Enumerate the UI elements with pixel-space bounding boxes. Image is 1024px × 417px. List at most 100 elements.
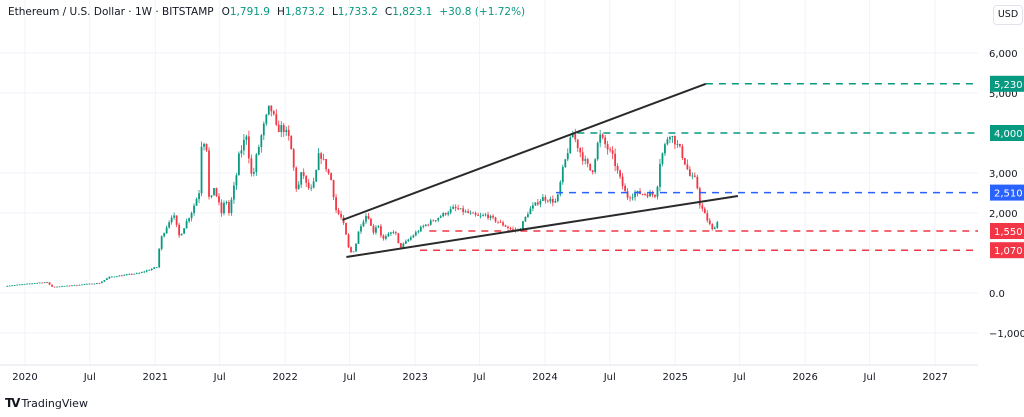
candle-body: [624, 185, 626, 192]
candle-body: [257, 146, 260, 155]
candle-body: [208, 150, 210, 197]
candle-body: [56, 286, 58, 288]
candle-body: [434, 220, 437, 221]
candle-body: [61, 286, 63, 287]
candle-body: [158, 248, 161, 268]
candle-body: [484, 214, 487, 216]
candle-body: [160, 236, 163, 249]
candle-body: [165, 227, 168, 234]
candle-body: [240, 150, 243, 154]
candle-body: [340, 213, 342, 218]
candle-body: [576, 139, 579, 148]
candle-body: [238, 153, 240, 176]
candle-body: [641, 194, 644, 195]
tradingview-logo[interactable]: 𝗧𝗩 TradingView: [5, 396, 88, 410]
candle-body: [472, 212, 475, 214]
candle-body: [210, 195, 213, 197]
candle-body: [447, 212, 450, 215]
price-axis[interactable]: 6,000 5,000 3,000 2,000 0.0 −1,000: [989, 49, 1024, 340]
candle-body: [375, 227, 377, 233]
candle-body: [53, 286, 56, 288]
time-tick-label: Jul: [213, 372, 226, 383]
candle-body: [676, 144, 679, 145]
candle-body: [11, 285, 14, 287]
candle-body: [130, 273, 133, 275]
candle-body: [31, 283, 34, 285]
time-axis[interactable]: 2020 Jul 2021 Jul 2022 Jul 2023 Jul 2024 Jul 2025 J…: [12, 372, 948, 383]
symbol-title[interactable]: Ethereum / U.S. Dollar · 1W · BITSTAMP: [8, 6, 214, 18]
candle-body: [230, 199, 233, 214]
candle-body: [250, 158, 253, 174]
time-tick-label: 2020: [12, 372, 37, 383]
candle-body: [292, 149, 295, 168]
candle-body: [218, 196, 220, 203]
candle-body: [489, 215, 492, 219]
candle-body: [195, 199, 198, 206]
candle-body: [449, 208, 452, 213]
candle-body: [389, 232, 392, 234]
price-tick-label: −1,000: [989, 329, 1024, 340]
candle-body: [168, 222, 171, 228]
candle-body: [574, 134, 577, 140]
candle-body: [457, 208, 460, 210]
candle-body: [626, 191, 629, 198]
candle-body: [678, 144, 681, 147]
candle-body: [225, 202, 228, 203]
candle-body: [693, 175, 696, 177]
candle-body: [265, 114, 268, 124]
candle-body: [477, 214, 479, 216]
trendlines: [342, 82, 739, 258]
candle-body: [290, 135, 293, 150]
time-tick-label: Jul: [343, 372, 356, 383]
candle-body: [66, 285, 68, 287]
candle-body: [51, 284, 53, 287]
candle-body: [424, 224, 427, 227]
candle-body: [502, 222, 504, 226]
candle-body: [312, 181, 315, 188]
candle-body: [497, 221, 499, 223]
candle-body: [275, 114, 278, 125]
candle-body: [666, 139, 669, 145]
candle-body: [474, 213, 477, 215]
candle-body: [115, 276, 118, 278]
candle-body: [442, 213, 445, 217]
candle-body: [594, 159, 597, 172]
candle-body: [688, 169, 691, 176]
currency-button[interactable]: USD: [993, 5, 1023, 25]
candle-body: [571, 134, 574, 138]
candle-body: [614, 153, 617, 167]
candle-body: [634, 193, 636, 198]
candle-body: [193, 205, 195, 214]
candle-body: [48, 282, 51, 285]
candle-body: [621, 176, 624, 186]
tradingview-name: TradingView: [21, 396, 88, 410]
candle-body: [370, 218, 372, 226]
candle-body: [559, 182, 562, 195]
candle-body: [98, 283, 101, 284]
candle-body: [713, 227, 716, 230]
candle-body: [462, 208, 465, 213]
candle-body: [554, 201, 557, 203]
candle-body: [68, 285, 71, 287]
candle-body: [711, 224, 714, 230]
candle-body: [322, 158, 325, 160]
candle-body: [402, 243, 405, 248]
level-tag-label: 1,070: [994, 246, 1023, 257]
low-label: L: [331, 6, 338, 18]
candle-body: [599, 134, 602, 143]
candle-body: [103, 280, 106, 282]
candle-body: [138, 272, 141, 274]
candle-body: [285, 129, 288, 133]
candle-body: [188, 218, 190, 222]
candle-body: [16, 284, 19, 286]
candle-body: [646, 194, 649, 197]
level-tag-bg: [990, 184, 1024, 201]
candle-body: [681, 146, 684, 159]
candle-body: [302, 172, 305, 176]
candle-body: [330, 173, 332, 181]
level-tag-bg: [990, 75, 1024, 92]
candle-body: [247, 136, 250, 159]
candle-body: [619, 170, 621, 177]
candle-body: [549, 198, 552, 202]
